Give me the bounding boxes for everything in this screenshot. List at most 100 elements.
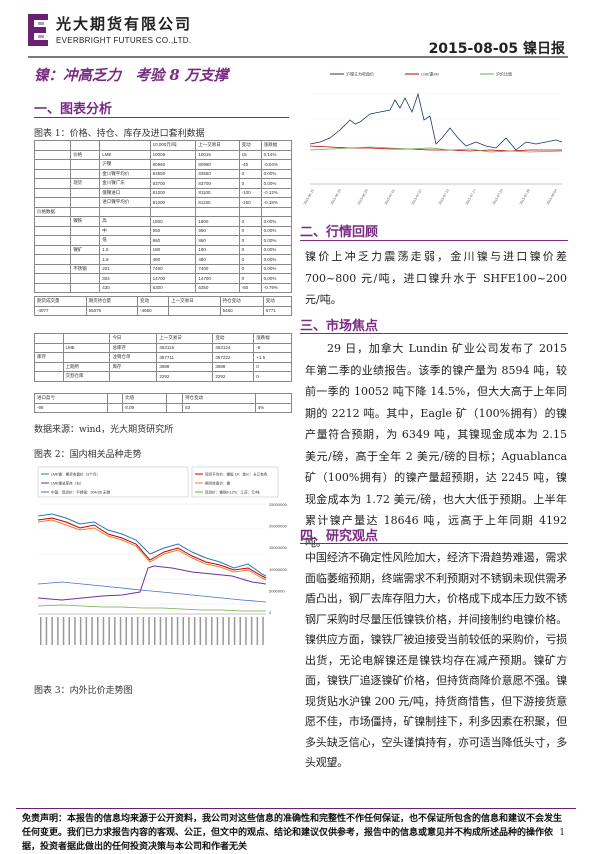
table-cell: 持仓变动 bbox=[219, 296, 264, 307]
table-cell bbox=[33, 159, 72, 170]
table-cell: 0.00% bbox=[260, 235, 293, 246]
table-cell bbox=[33, 178, 72, 189]
x-tick-mark bbox=[45, 617, 48, 645]
table-cell: 变动 bbox=[137, 296, 170, 307]
table-cell: 镍矿 bbox=[70, 244, 101, 255]
table-cell bbox=[195, 206, 240, 217]
page-number: 1 bbox=[559, 828, 565, 838]
table-cell: 0 bbox=[253, 371, 292, 382]
table-cell: 81000 bbox=[149, 187, 197, 198]
table-cell: -40 bbox=[238, 159, 262, 170]
legend-label: 现货平均价：镍板 1#：金川：长江有色 bbox=[205, 471, 268, 476]
x-tick-label: 2015-07-07 bbox=[411, 188, 423, 205]
section-underline bbox=[300, 240, 568, 241]
y-tick-label: 5000000 bbox=[269, 588, 285, 593]
table-cell bbox=[149, 206, 197, 217]
figure2-caption: 图表 2：国内相关品种走势 bbox=[34, 450, 142, 460]
table-cell: -98 bbox=[34, 402, 108, 413]
table-cell: 7400 bbox=[149, 263, 197, 274]
disclaimer-text: 免责声明：本报告的信息均来源于公开资料，我公司对这些信息的准确性和完整性不作任何… bbox=[22, 814, 563, 852]
table-cell bbox=[33, 187, 72, 198]
chart2-legend-box-right bbox=[191, 466, 279, 498]
x-tick-mark bbox=[119, 617, 122, 645]
x-tick-mark bbox=[40, 617, 42, 645]
table-cell bbox=[33, 197, 72, 208]
table-cell bbox=[99, 206, 151, 217]
market-focus-text: 29 日，加拿大 Lundin 矿业公司发布了 2015 年第二季的业绩报告。该… bbox=[305, 342, 567, 549]
table-row: 304 14700 14700 0 0.00% bbox=[33, 273, 293, 284]
table-cell: 0.00% bbox=[260, 178, 293, 189]
table-cell: 81000 bbox=[149, 197, 197, 208]
chart2-legend: LME镍：期货收盘价（3个月） 现货平均价：镍板 1#：金川：长江有色 LME镍总库… bbox=[41, 471, 268, 494]
x-tick-mark bbox=[250, 617, 253, 645]
inventory-table: 今日 上一交易日 变动 涨跌幅 LME 总库存 453115 453124 -9 库存 注销仓单 35… bbox=[34, 333, 292, 382]
x-tick-mark bbox=[97, 617, 99, 645]
table-cell: 价格数据 bbox=[33, 206, 72, 217]
table-row: 俄镍进口 81000 81100 -100 -0.12% bbox=[33, 187, 293, 198]
table-cell: -4077 bbox=[34, 305, 87, 316]
company-name-en: EVERBRIGHT FUTURES CO.,LTD. bbox=[56, 36, 192, 45]
section-market-focus-heading: 三、市场焦点 bbox=[300, 319, 379, 334]
table-cell: 5771 bbox=[262, 305, 293, 316]
legend-label: 沪镍主力收盘价 bbox=[346, 71, 374, 77]
table-row: 中 950 950 0 0.00% bbox=[33, 225, 293, 236]
section-chart-analysis-heading: 一、图表分析 bbox=[34, 102, 113, 117]
table-cell: 10016 bbox=[195, 149, 240, 160]
table-cell bbox=[33, 282, 72, 293]
table-cell: 现货 bbox=[70, 178, 101, 189]
inventory-table-wrap: 今日 上一交易日 变动 涨跌幅 LME 总库存 453115 453124 -9 库存 注销仓单 35… bbox=[34, 333, 292, 382]
table-cell: 涨跌幅 bbox=[260, 140, 293, 151]
market-data-table: 10,000元/吨 上一交易日 变动 涨跌幅 价格 LME 10005 10016 15 0.14… bbox=[33, 140, 293, 293]
table-cell: 357711 bbox=[156, 352, 214, 363]
table-cell: 0 bbox=[238, 178, 262, 189]
section-underline bbox=[300, 333, 568, 334]
table-cell: 14700 bbox=[195, 273, 240, 284]
x-tick-mark bbox=[62, 617, 65, 645]
x-tick-label: 2015-06-15 bbox=[303, 188, 315, 205]
legend-label: 现货价：镍铁8-12%：江苏：元/吨 bbox=[205, 489, 260, 494]
legend-label: LME镍总库存（右） bbox=[51, 480, 84, 485]
table-cell: 2292 bbox=[212, 371, 255, 382]
table-cell: 4% bbox=[254, 402, 293, 413]
table-cell: 950 bbox=[195, 225, 240, 236]
table-cell bbox=[33, 254, 72, 265]
research-view-text: 中国经济不确定性风险加大，经济下滑趋势难遏，需求面临萎缩预期，终端需求不利预期对… bbox=[305, 551, 567, 769]
table-cell: -0.18% bbox=[260, 197, 293, 208]
table-cell: 80990 bbox=[195, 159, 240, 170]
table-cell: 持仓变动 bbox=[182, 393, 256, 404]
table-cell: 中 bbox=[99, 225, 151, 236]
table-cell: 0 bbox=[238, 216, 262, 227]
table-row: 镍矿 1.5 180 180 0 0.00% bbox=[33, 244, 293, 255]
table-cell: 变动 bbox=[262, 296, 293, 307]
table-cell: -0.04% bbox=[260, 159, 293, 170]
table-cell: 价格 bbox=[70, 149, 101, 160]
table-cell: 进口盈亏 bbox=[34, 393, 108, 404]
table-cell: 7400 bbox=[195, 263, 240, 274]
table-cell: 83700 bbox=[195, 178, 240, 189]
chart2-series-stainless bbox=[37, 581, 267, 603]
table-cell: 55076 bbox=[85, 305, 139, 316]
company-name-cn: 光大期货有限公司 bbox=[56, 15, 193, 33]
table-cell: 10,000元/吨 bbox=[149, 140, 197, 151]
x-tick-mark bbox=[228, 617, 230, 645]
table-row: 上期所 库存 3988 3988 0 bbox=[34, 361, 292, 372]
table-cell: -50 bbox=[238, 282, 262, 293]
x-tick-mark bbox=[199, 617, 202, 645]
table-cell: 1.5 bbox=[99, 244, 151, 255]
table-cell bbox=[106, 402, 124, 413]
x-tick-mark bbox=[193, 617, 196, 645]
table-cell: 3988 bbox=[156, 361, 214, 372]
table-cell: 357222 bbox=[212, 352, 255, 363]
table-cell bbox=[168, 305, 221, 316]
table-cell: 今日 bbox=[109, 333, 158, 344]
table-cell bbox=[34, 371, 64, 382]
x-tick-mark bbox=[262, 617, 264, 645]
table-cell: 0 bbox=[238, 263, 262, 274]
table-cell: 上期所 bbox=[62, 361, 111, 372]
table-cell: 不锈钢 bbox=[70, 263, 101, 274]
table-cell: 期货持仓量 bbox=[85, 296, 139, 307]
chart2-series-shfe bbox=[37, 519, 267, 581]
table-cell: 480 bbox=[195, 254, 240, 265]
table-cell bbox=[70, 187, 101, 198]
table-cell: 上一交易日 bbox=[168, 296, 221, 307]
